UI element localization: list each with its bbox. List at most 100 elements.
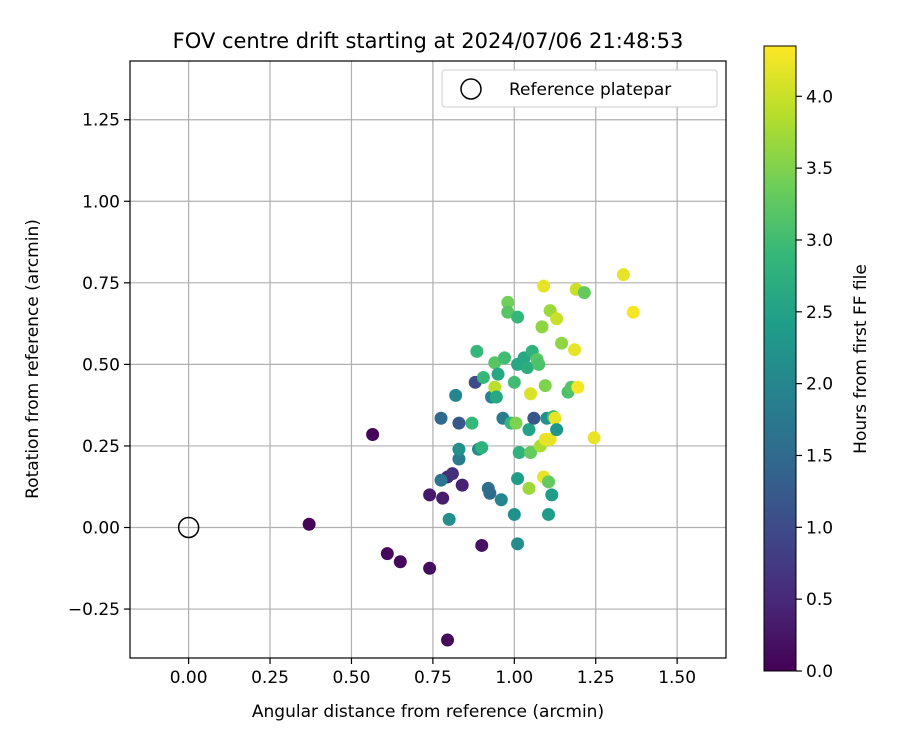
data-point <box>548 411 562 425</box>
data-point <box>532 357 546 371</box>
data-point <box>366 428 380 442</box>
y-axis-label: Rotation from reference (arcmin) <box>23 219 43 499</box>
data-point <box>501 295 515 309</box>
y-tick-label: 0.25 <box>82 437 120 457</box>
colorbar-tick-label: 0.5 <box>806 590 833 610</box>
colorbar-tick-label: 3.5 <box>806 159 833 179</box>
x-axis-label: Angular distance from reference (arcmin) <box>252 702 604 722</box>
data-point <box>511 472 525 486</box>
data-point <box>488 380 502 394</box>
data-point <box>380 547 394 561</box>
data-point <box>542 475 556 489</box>
data-point <box>543 432 557 446</box>
data-point <box>509 416 523 430</box>
x-tick-label: 0.75 <box>414 668 452 688</box>
data-point <box>512 445 526 459</box>
y-tick-label: 1.25 <box>82 111 120 131</box>
data-point <box>545 488 559 502</box>
data-point <box>568 343 582 357</box>
data-point <box>616 268 630 282</box>
data-point <box>520 361 534 375</box>
legend-box <box>441 69 718 108</box>
y-tick-label: 0.75 <box>82 274 120 294</box>
data-point <box>423 488 437 502</box>
data-point <box>445 467 459 481</box>
data-point <box>577 286 591 300</box>
data-point <box>511 537 525 551</box>
x-tick-label: 1.00 <box>495 668 533 688</box>
data-point <box>524 387 538 401</box>
y-axis-ticks: −0.25 0.00 0.25 0.50 0.75 1.00 1.25 <box>68 111 130 620</box>
x-tick-label: 0.00 <box>170 668 208 688</box>
data-point <box>465 416 479 430</box>
data-point <box>442 512 456 526</box>
data-point <box>522 423 536 437</box>
data-point <box>537 279 551 293</box>
data-point <box>470 344 484 358</box>
plot-frame <box>129 60 727 659</box>
data-point <box>555 336 569 350</box>
grid <box>130 61 726 658</box>
data-point <box>475 538 489 552</box>
data-point <box>436 491 450 505</box>
colorbar-tick-label: 4.0 <box>806 87 833 107</box>
colorbar-tick-label: 0.0 <box>806 662 833 682</box>
data-point <box>535 320 549 334</box>
data-point <box>587 431 601 445</box>
data-point <box>483 486 497 500</box>
legend-marker-icon <box>460 78 482 100</box>
data-point <box>507 375 521 389</box>
x-tick-label: 1.25 <box>577 668 615 688</box>
legend-label: Reference platepar <box>509 80 671 100</box>
data-point <box>452 416 466 430</box>
data-point <box>423 561 437 575</box>
data-point <box>501 305 515 319</box>
data-point <box>434 473 448 487</box>
data-point <box>302 517 316 531</box>
data-point <box>494 493 508 507</box>
colorbar-tick-label: 2.0 <box>806 375 833 395</box>
data-point <box>452 452 466 466</box>
data-point <box>626 305 640 319</box>
data-point <box>538 379 552 393</box>
colorbar-tick-label: 1.0 <box>806 518 833 538</box>
legend: Reference platepar <box>441 69 718 108</box>
data-point <box>489 390 503 404</box>
x-axis-ticks: 0.00 0.25 0.50 0.75 1.00 1.25 1.50 <box>170 658 696 688</box>
y-tick-label: 0.00 <box>82 519 120 539</box>
data-point <box>488 356 502 370</box>
colorbar <box>764 46 796 671</box>
chart-title: FOV centre drift starting at 2024/07/06 … <box>173 29 684 53</box>
data-point <box>449 388 463 402</box>
colorbar-ticks: 0.0 0.5 1.0 1.5 2.0 2.5 3.0 3.5 4.0 <box>796 87 833 682</box>
data-point <box>393 555 407 569</box>
y-tick-label: 0.50 <box>82 355 120 375</box>
colorbar-tick-label: 3.0 <box>806 231 833 251</box>
data-point <box>491 367 505 381</box>
data-point <box>441 633 455 647</box>
data-point <box>571 380 585 394</box>
data-point <box>550 423 564 437</box>
colorbar-tick-label: 2.5 <box>806 303 833 323</box>
y-tick-label: −0.25 <box>68 600 120 620</box>
colorbar-tick-label: 1.5 <box>806 446 833 466</box>
data-point <box>498 351 512 365</box>
data-point <box>475 441 489 455</box>
data-point <box>542 507 556 521</box>
data-point <box>511 310 525 324</box>
data-point <box>522 481 536 495</box>
data-point <box>434 411 448 425</box>
colorbar-frame <box>763 45 797 672</box>
data-point <box>455 478 469 492</box>
x-tick-label: 1.50 <box>658 668 696 688</box>
data-point <box>452 442 466 456</box>
data-point <box>507 507 521 521</box>
data-point <box>550 312 564 326</box>
plot-area <box>130 61 726 658</box>
data-points <box>302 268 640 647</box>
reference-platepar-marker <box>177 516 200 539</box>
colorbar-label: Hours from first FF file <box>851 264 871 454</box>
x-tick-label: 0.25 <box>251 668 289 688</box>
data-point <box>527 411 541 425</box>
